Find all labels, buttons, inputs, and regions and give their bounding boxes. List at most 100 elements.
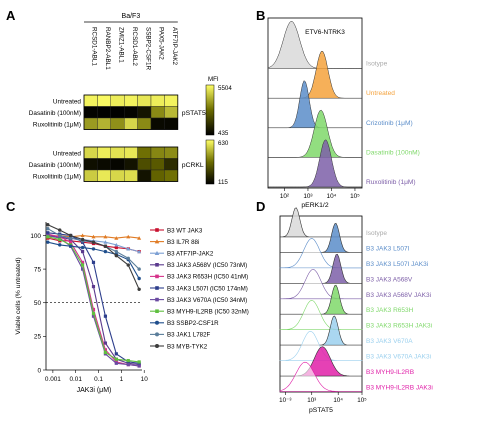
heatmap-cell xyxy=(83,169,98,182)
heatmap-cell xyxy=(83,117,98,130)
data-point xyxy=(103,240,108,244)
histogram-trace xyxy=(279,299,363,330)
y-tick-label: 75 xyxy=(34,266,42,273)
histogram-trace xyxy=(268,109,362,158)
histogram-trace xyxy=(279,284,363,315)
data-point xyxy=(46,222,50,227)
y-tick-label: 50 xyxy=(34,300,42,307)
trace-label: B3 JAK3 V670A JAK3i xyxy=(366,354,431,361)
legend-marker xyxy=(155,309,159,313)
x-tick-label: 10⁴ xyxy=(327,193,337,200)
x-tick-label: 10⁻³ xyxy=(279,397,291,404)
legend-marker xyxy=(155,332,159,337)
data-point xyxy=(137,360,141,364)
legend-marker xyxy=(155,320,159,325)
data-point xyxy=(46,227,50,231)
y-axis-label: Viable cells (% untreated) xyxy=(15,257,22,334)
heatmap-cell xyxy=(137,146,152,159)
heatmap-cell xyxy=(150,94,165,107)
panel-letter-a: A xyxy=(6,8,16,23)
histogram-trace xyxy=(268,139,362,188)
heatmap-cell xyxy=(150,169,165,182)
data-point xyxy=(114,242,119,247)
trace-label: Dasatinib (100nM) xyxy=(366,149,420,156)
panel-letter-b: B xyxy=(256,8,265,23)
x-tick-label: 10⁴ xyxy=(333,397,343,404)
data-point xyxy=(80,260,85,264)
column-label: RANBP2-ABL1 xyxy=(104,27,111,70)
heatmap-cell xyxy=(97,94,112,107)
data-point xyxy=(58,237,62,242)
colorbar xyxy=(205,139,215,185)
data-point xyxy=(103,234,108,239)
legend-marker xyxy=(155,263,159,267)
trace-label: B3 MYH9-IL2RB JAK3i xyxy=(366,385,433,392)
data-point xyxy=(58,243,62,247)
data-point xyxy=(91,247,96,251)
x-tick-label: 10³ xyxy=(307,397,316,404)
heatmap-cell xyxy=(123,146,138,159)
data-point xyxy=(91,260,96,264)
data-point xyxy=(91,240,96,244)
heatmap-cell xyxy=(123,106,138,119)
colorbar-max: 5504 xyxy=(218,85,232,92)
x-tick-label: 0.1 xyxy=(94,376,103,383)
heatmap-cell xyxy=(110,106,125,119)
group-label: Ba/F3 xyxy=(122,13,141,20)
data-point xyxy=(80,237,85,242)
data-point xyxy=(91,284,96,289)
data-point xyxy=(137,276,141,281)
histogram-trace xyxy=(279,269,363,300)
x-tick-label: 10² xyxy=(280,193,289,200)
series-line xyxy=(47,234,140,367)
x-axis-label: pSTAT5 xyxy=(309,407,333,414)
data-point xyxy=(126,234,131,239)
y-tick-label: 25 xyxy=(34,334,42,341)
data-point xyxy=(126,363,130,367)
row-label: Untreated xyxy=(53,150,82,157)
colorbar xyxy=(205,84,215,136)
heatmap-cell xyxy=(137,94,152,107)
data-point xyxy=(91,234,96,239)
legend-marker xyxy=(155,286,159,290)
legend-marker xyxy=(155,228,159,232)
legend-marker xyxy=(154,239,160,244)
data-point xyxy=(126,256,130,261)
legend-label: B3 IL7R 88i xyxy=(167,239,199,246)
x-axis-label: pERK1/2 xyxy=(301,202,328,209)
panel-letter-d: D xyxy=(256,199,265,214)
data-point xyxy=(137,287,141,291)
histogram-trace xyxy=(279,222,363,253)
data-point xyxy=(46,235,50,239)
panel-letter-c: C xyxy=(6,199,16,214)
data-point xyxy=(137,364,141,368)
data-point xyxy=(114,236,119,240)
heatmap-cell xyxy=(164,117,178,130)
row-label: Dasatinib (100nM) xyxy=(29,162,81,169)
legend-marker xyxy=(155,344,159,348)
trace-label: B3 JAK3 A568V xyxy=(366,276,413,283)
data-point xyxy=(103,350,108,355)
trace-label: Isotype xyxy=(366,61,388,68)
heatmap-cell xyxy=(97,117,112,130)
series-line xyxy=(47,236,140,363)
data-point xyxy=(80,263,85,267)
chart-title: ETV6-NTRK3 xyxy=(305,29,345,36)
data-point xyxy=(68,244,73,248)
heatmap-cell xyxy=(150,117,165,130)
heatmap-cell xyxy=(164,106,178,119)
heatmap-cell xyxy=(137,106,152,119)
x-tick-label: 1 xyxy=(120,376,124,383)
heatmap-cell xyxy=(137,158,152,171)
heatmap-cell xyxy=(83,158,98,171)
series-line xyxy=(47,232,140,364)
column-label: ATF7IP-JAK2 xyxy=(171,27,178,66)
trace-label: B3 JAK3 L507I JAK3i xyxy=(366,261,428,268)
histogram-trace xyxy=(279,346,363,377)
histogram-trace xyxy=(279,207,363,238)
legend-label: B3 JAK3 R653H (IC50 41nM) xyxy=(167,274,248,281)
x-tick-label: 10³ xyxy=(303,193,312,200)
heatmap-cell xyxy=(150,158,165,171)
plot-frame xyxy=(279,215,363,393)
